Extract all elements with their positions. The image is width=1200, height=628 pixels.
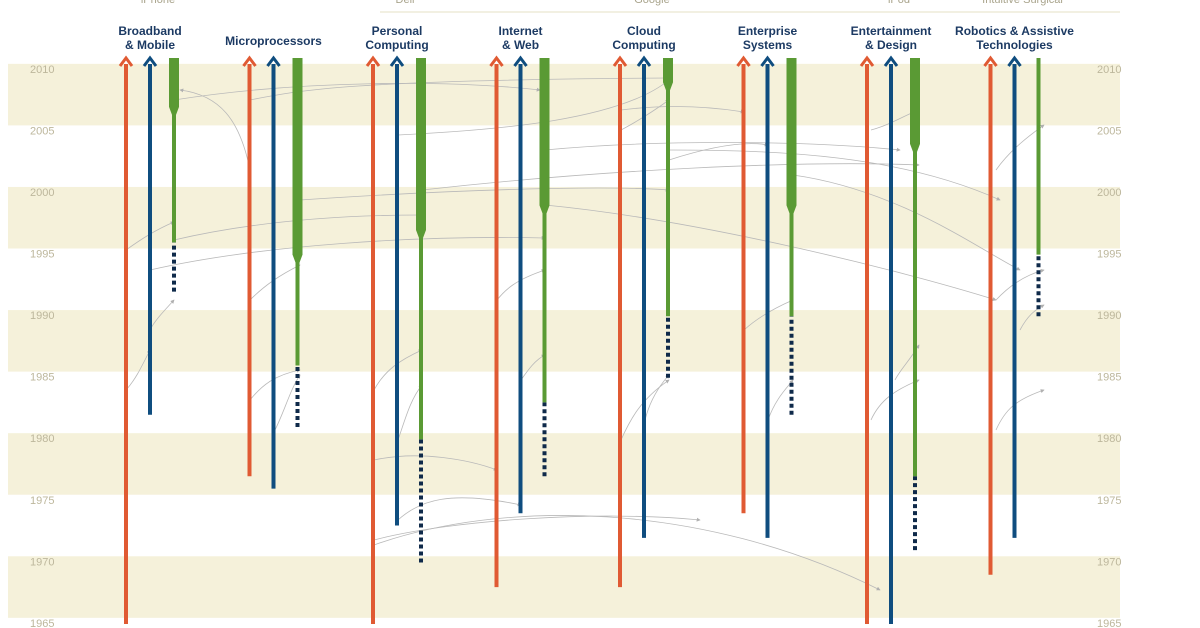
university-research-head xyxy=(489,55,504,67)
university-research-head xyxy=(859,55,875,67)
column-label: Enterprise xyxy=(738,24,798,38)
top-company-label: iPod xyxy=(888,0,910,6)
products-billion-track xyxy=(539,58,550,214)
year-label-right: 1990 xyxy=(1097,310,1121,322)
year-band xyxy=(8,310,1120,372)
industry-research-head xyxy=(636,55,652,67)
column-label: Entertainment xyxy=(851,24,932,38)
top-company-label: Dell xyxy=(396,0,415,6)
column-label: Broadband xyxy=(118,24,181,38)
products-billion-track xyxy=(910,58,920,152)
products-billion-track xyxy=(786,58,797,214)
industry-research-head xyxy=(389,55,405,67)
year-label-left: 1995 xyxy=(30,249,54,261)
column-label: Computing xyxy=(365,38,428,52)
column-label: Cloud xyxy=(627,24,661,38)
products-billion-track xyxy=(292,58,303,263)
column-label: Robotics & Assistive xyxy=(955,24,1074,38)
year-label-right: 1985 xyxy=(1097,372,1121,384)
column-label: Systems xyxy=(743,38,793,52)
year-band xyxy=(8,186,1120,249)
university-research-head xyxy=(983,55,998,67)
products-billion-track xyxy=(416,58,426,239)
industry-research-head xyxy=(883,55,899,67)
university-research-head xyxy=(242,55,257,67)
year-label-right: 1970 xyxy=(1097,556,1121,568)
year-label-left: 2010 xyxy=(30,64,54,76)
products-billion-track xyxy=(169,58,179,115)
year-label-left: 1990 xyxy=(30,310,54,322)
year-label-right: 1975 xyxy=(1097,495,1121,507)
year-label-left: 1975 xyxy=(30,495,54,507)
year-label-right: 1965 xyxy=(1097,618,1121,628)
university-research-head xyxy=(736,55,751,67)
year-band xyxy=(8,556,1120,618)
year-label-right: 2005 xyxy=(1097,125,1121,137)
top-company-label: Intuitive Surgical xyxy=(982,0,1063,6)
top-company-label: iPhone xyxy=(141,0,175,6)
products-billion-track xyxy=(663,58,673,91)
column-label: Personal xyxy=(372,24,423,38)
year-band xyxy=(8,433,1120,495)
industry-research-head xyxy=(513,55,528,67)
column-label: Technologies xyxy=(976,38,1053,52)
industry-research-head xyxy=(142,55,158,67)
column-label: & Mobile xyxy=(125,38,175,52)
year-label-right: 2010 xyxy=(1097,64,1121,76)
year-label-left: 1965 xyxy=(30,618,54,628)
top-company-label: Google xyxy=(634,0,669,6)
industry-research-head xyxy=(760,55,775,67)
university-research-head xyxy=(118,55,134,67)
year-label-right: 1980 xyxy=(1097,433,1121,445)
column-label: & Design xyxy=(865,38,917,52)
year-label-right: 2000 xyxy=(1097,187,1121,199)
year-label-right: 1995 xyxy=(1097,249,1121,261)
year-label-left: 1980 xyxy=(30,433,54,445)
industry-research-head xyxy=(1007,55,1022,67)
column-label: & Web xyxy=(502,38,539,52)
university-research-head xyxy=(365,55,381,67)
year-label-left: 2000 xyxy=(30,187,54,199)
column-label: Computing xyxy=(612,38,675,52)
year-label-left: 1985 xyxy=(30,372,54,384)
year-band xyxy=(8,63,1120,126)
university-research-head xyxy=(612,55,628,67)
column-label: Microprocessors xyxy=(225,34,322,48)
year-label-left: 2005 xyxy=(30,125,54,137)
industry-research-head xyxy=(266,55,281,67)
year-label-left: 1970 xyxy=(30,556,54,568)
column-label: Internet xyxy=(498,24,542,38)
